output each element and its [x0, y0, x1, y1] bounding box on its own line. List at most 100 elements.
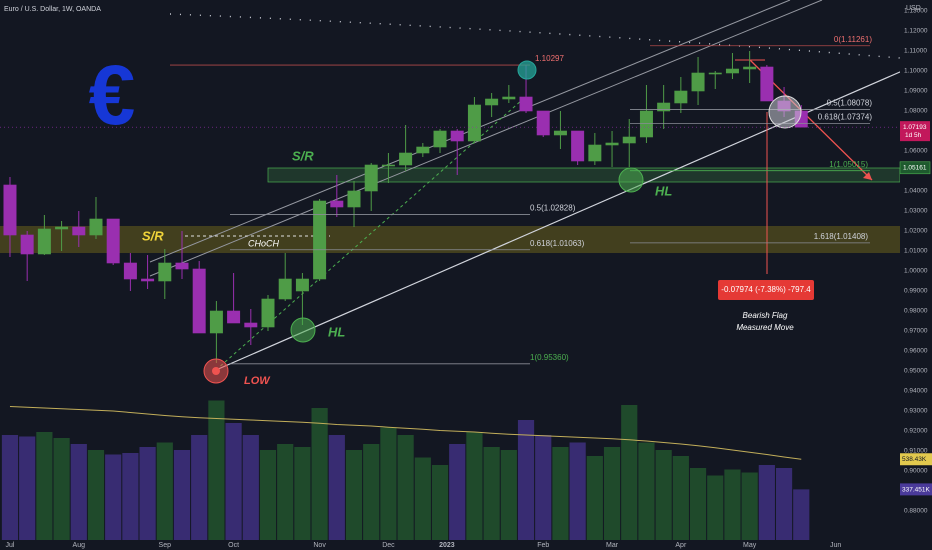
volume-bar — [466, 432, 483, 540]
arrow-head — [863, 172, 872, 180]
volume-ma-value: 538.43 — [902, 456, 922, 463]
fib-label: 0.618(1.01063) — [530, 239, 585, 248]
candle-body — [725, 68, 739, 74]
volume-bar — [191, 435, 208, 540]
volume-unit: K — [926, 486, 931, 493]
volume-bar — [552, 447, 569, 540]
volume-bar — [500, 450, 517, 540]
volume-bar — [724, 469, 741, 540]
y-tick-label: 0.95000 — [904, 368, 928, 375]
volume-bar — [621, 405, 638, 540]
y-tick-label: 0.90000 — [904, 468, 928, 475]
candle-body — [571, 130, 585, 162]
candle-body — [106, 218, 120, 264]
candle-body — [450, 130, 464, 142]
volume-bar — [655, 450, 672, 540]
candle-body — [485, 98, 499, 106]
volume-bar — [1, 435, 19, 540]
candle-body — [381, 164, 395, 167]
candle-body — [399, 152, 413, 166]
x-tick-label: Mar — [606, 542, 619, 549]
x-tick-label: Dec — [382, 542, 395, 549]
candle-body — [330, 200, 344, 208]
volume-value: 337.451 — [902, 486, 926, 493]
y-tick-label: 1.10000 — [904, 68, 928, 75]
candle-body — [519, 96, 533, 112]
volume-label: 337.451K — [902, 486, 931, 493]
volume-bar — [569, 442, 586, 540]
low-dot — [212, 367, 220, 375]
volume-bar — [311, 408, 328, 540]
candle-body — [639, 110, 653, 138]
y-tick-label: 0.99000 — [904, 288, 928, 295]
y-tick-label: 0.97000 — [904, 328, 928, 335]
x-tick-label: Jul — [6, 542, 15, 549]
fib-label: 0(1.11261) — [834, 35, 872, 44]
y-tick-label: 1.09000 — [904, 88, 928, 95]
candle-body — [760, 66, 774, 102]
candle-body — [743, 66, 757, 70]
y-tick-label: 1.01000 — [904, 248, 928, 255]
volume-bar — [775, 468, 793, 540]
candle-body — [3, 184, 17, 236]
y-tick-label: 0.96000 — [904, 348, 928, 355]
volume-bar — [294, 447, 311, 540]
candle-body — [261, 298, 275, 328]
volume-ma-unit: K — [922, 456, 927, 463]
candle-body — [313, 200, 327, 280]
x-tick-label: Apr — [675, 542, 687, 549]
euro-symbol: € — [89, 48, 136, 142]
volume-bar — [689, 468, 707, 540]
volume-bar — [380, 427, 397, 540]
annotation-text: S/R — [292, 148, 314, 163]
candle-body — [657, 102, 671, 112]
last-price-label: 1.07193 — [903, 124, 927, 131]
volume-bar — [363, 444, 380, 540]
candle-body — [364, 164, 378, 192]
volume-bar — [277, 444, 294, 540]
fib-label: 1(0.95360) — [530, 353, 569, 362]
candle-body — [192, 268, 206, 334]
annotation-text: CHoCH — [248, 238, 280, 248]
volume-bar — [672, 456, 689, 540]
fib-label: 1.618(1.01408) — [814, 232, 869, 241]
volume-bar — [483, 447, 500, 540]
candle-body — [416, 146, 430, 154]
annotation-text: Bearish Flag — [743, 311, 788, 320]
annotation-text: S/R — [142, 228, 164, 243]
volume-bar — [328, 435, 345, 540]
annotation-text: HL — [655, 183, 672, 198]
volume-bar — [122, 453, 139, 540]
highlight-circle — [768, 95, 802, 129]
y-tick-label: 1.11000 — [904, 48, 927, 55]
measure-box — [718, 280, 814, 300]
candle-body — [175, 262, 189, 270]
candle-body — [605, 142, 619, 146]
y-tick-label: 0.88000 — [904, 508, 928, 515]
candle-body — [244, 322, 258, 328]
y-tick-label: 0.91000 — [904, 448, 928, 455]
candle-body — [691, 72, 705, 92]
y-tick-label: 1.04000 — [904, 188, 928, 195]
candle-body — [347, 190, 361, 208]
volume-bar — [345, 450, 363, 540]
fib-label: 0.5(1.02828) — [530, 204, 576, 213]
annotation-text: Measured Move — [736, 323, 794, 332]
volume-bar — [70, 444, 87, 540]
candle-body — [227, 310, 241, 324]
volume-bar — [53, 438, 70, 540]
line-price-tag — [899, 161, 931, 175]
x-tick-label: Feb — [537, 542, 549, 549]
annotation-text: HL — [328, 324, 345, 339]
candle-body — [433, 130, 447, 148]
x-tick-label: May — [743, 542, 757, 549]
volume-bar — [208, 400, 225, 540]
fib-label: 0.618(1.07374) — [818, 113, 873, 122]
volume-bar — [225, 423, 242, 540]
y-tick-label: 1.03000 — [904, 208, 928, 215]
annotation-text: LOW — [244, 375, 271, 387]
volume-bar — [758, 465, 775, 540]
y-tick-label: 1.13000 — [904, 8, 928, 15]
volume-bar — [242, 435, 259, 540]
volume-ma-label: 538.43K — [902, 456, 927, 463]
